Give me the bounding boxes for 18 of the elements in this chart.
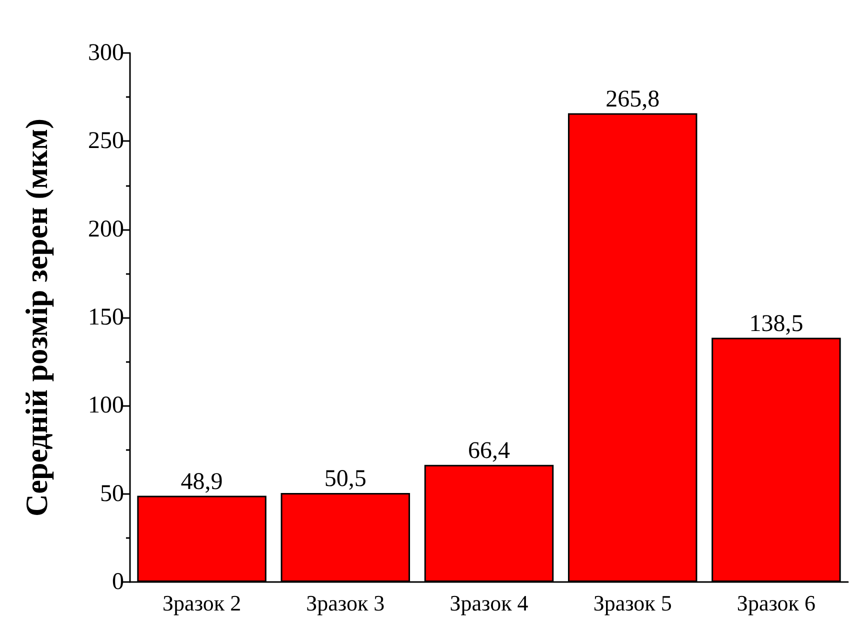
y-tick-label: 0 — [112, 569, 124, 595]
y-tick-label: 50 — [100, 480, 124, 507]
x-tick-label: Зразок 4 — [450, 590, 528, 616]
x-tick-label: Зразок 6 — [736, 590, 816, 616]
data-label: 265,8 — [606, 86, 660, 112]
x-tick-label: Зразок 3 — [306, 590, 385, 616]
y-tick-label: 300 — [88, 40, 124, 66]
y-tick-label: 200 — [88, 216, 124, 242]
y-tick-label: 100 — [88, 392, 124, 419]
data-label: 138,5 — [749, 310, 804, 337]
y-tick-label: 250 — [88, 128, 124, 154]
x-tick-label: Зразок 2 — [162, 590, 242, 616]
y-axis-title: Середній розмір зерен (мкм) — [19, 118, 54, 516]
x-tick-label: Зразок 5 — [593, 590, 672, 616]
data-label: 66,4 — [468, 438, 510, 464]
data-label: 48,9 — [180, 468, 223, 495]
data-label: 50,5 — [324, 466, 366, 492]
y-tick-label: 150 — [88, 304, 124, 330]
